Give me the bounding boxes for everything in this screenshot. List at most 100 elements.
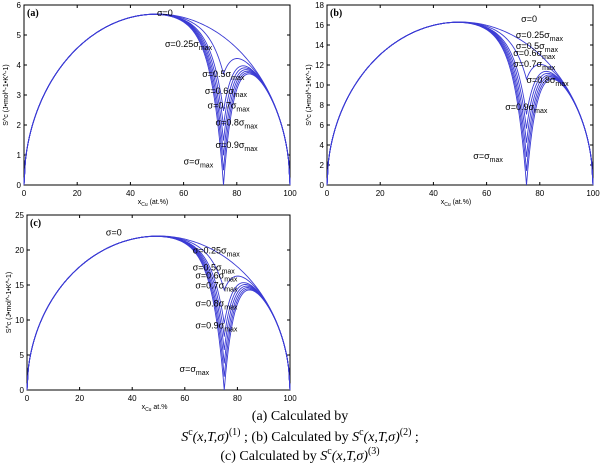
series-line bbox=[23, 13, 291, 186]
y-tick-label: 2 bbox=[320, 161, 325, 170]
series-line bbox=[26, 235, 291, 391]
caption-math-3: Sc(x,T,σ)(3) bbox=[320, 446, 380, 464]
curve-annotation: σ=0.6σmax bbox=[205, 86, 248, 99]
curve-annotation: σ=0.5σmax bbox=[516, 41, 559, 54]
panel-label: (a) bbox=[27, 8, 39, 19]
caption-b-label: (b) Calculated by bbox=[251, 430, 349, 445]
x-tick-label: 80 bbox=[232, 189, 241, 198]
series-line bbox=[23, 13, 291, 186]
y-tick-label: 0 bbox=[320, 181, 325, 190]
curve-annotation: σ=0.9σmax bbox=[216, 140, 259, 153]
series-line bbox=[23, 13, 291, 186]
x-tick-label: 20 bbox=[73, 189, 82, 198]
x-tick-label: 60 bbox=[180, 394, 189, 403]
series-line bbox=[23, 13, 291, 186]
panel-label: (b) bbox=[330, 8, 342, 19]
panel-a: 0 20 40 60 80 100 0 1 2 3 4 5 6 (a) xCu (at.%) S^c (J•m… bbox=[3, 1, 297, 208]
series-line bbox=[26, 235, 291, 391]
y-tick-label: 8 bbox=[320, 101, 325, 110]
plot-frame bbox=[26, 214, 291, 391]
curve-annotation: σ=0.8σmax bbox=[527, 75, 570, 88]
y-tick-label: 5 bbox=[17, 31, 22, 40]
plot-frame bbox=[23, 4, 291, 186]
caption-math-2: Sc(x,T,σ)(2) bbox=[352, 427, 412, 445]
y-tick-label: 15 bbox=[15, 281, 24, 290]
series-line bbox=[23, 13, 291, 186]
curve-annotation: σ=0 bbox=[157, 8, 173, 18]
curve-annotation: σ=0 bbox=[521, 14, 537, 24]
y-tick-label: 1 bbox=[17, 151, 22, 160]
series-line bbox=[26, 235, 291, 391]
caption-line-2: Sc(x,T,σ)(1) ; (b) Calculated by Sc(x,T,… bbox=[0, 427, 600, 446]
series-line bbox=[26, 235, 291, 391]
panel-label: (c) bbox=[30, 218, 41, 229]
x-tick-label: 20 bbox=[75, 394, 84, 403]
curve-annotation: σ=0.6σmax bbox=[513, 48, 556, 61]
curve-annotation: σ=0.7σmax bbox=[208, 101, 251, 114]
curve-annotation: σ=0.25σmax bbox=[516, 30, 564, 43]
caption-math-1: Sc(x,T,σ)(1) bbox=[181, 427, 241, 445]
curve-annotation: σ=σmax bbox=[473, 151, 503, 164]
curve-annotation: σ=0.5σmax bbox=[193, 262, 236, 275]
y-tick-label: 3 bbox=[17, 91, 22, 100]
curve-annotation: σ=0.7σmax bbox=[195, 281, 238, 294]
x-axis-label: xCu (at.%) bbox=[441, 199, 472, 208]
x-tick-label: 100 bbox=[283, 394, 297, 403]
curve-annotation: σ=0 bbox=[106, 227, 122, 237]
x-tick-label: 80 bbox=[233, 394, 242, 403]
x-tick-label: 40 bbox=[126, 189, 135, 198]
x-axis-label: xCu at.% bbox=[142, 404, 168, 413]
series-line bbox=[23, 13, 291, 186]
curve-annotation: σ=σmax bbox=[180, 364, 210, 377]
caption-line-1: (a) Calculated by bbox=[0, 409, 600, 425]
y-tick-label: 18 bbox=[315, 1, 324, 10]
series-line bbox=[26, 235, 291, 391]
caption-c-label: (c) Calculated by bbox=[220, 449, 317, 464]
caption-sep-1: ; bbox=[244, 430, 248, 445]
y-tick-label: 12 bbox=[315, 61, 324, 70]
x-tick-label: 40 bbox=[429, 189, 438, 198]
caption-sep-2: ; bbox=[414, 430, 419, 445]
series-line bbox=[26, 235, 291, 391]
y-tick-label: 6 bbox=[17, 1, 22, 10]
curve-annotation: σ=0.8σmax bbox=[216, 118, 259, 131]
x-axis-label: xCu (at.%) bbox=[138, 199, 169, 208]
x-tick-label: 100 bbox=[586, 189, 600, 198]
curve-annotation: σ=σmax bbox=[184, 157, 214, 170]
curve-annotation: σ=0.8σmax bbox=[195, 299, 238, 312]
curve-annotation: σ=0.7σmax bbox=[513, 59, 556, 72]
y-tick-label: 4 bbox=[17, 61, 22, 70]
y-tick-label: 5 bbox=[20, 351, 25, 360]
curve-annotation: σ=0.5σmax bbox=[202, 69, 245, 82]
y-axis-label: S^c (J•mol^-1•K^-1) bbox=[306, 64, 313, 125]
series-line bbox=[326, 21, 594, 186]
y-tick-label: 0 bbox=[20, 386, 25, 395]
series-line bbox=[26, 235, 291, 391]
curve-annotation: σ=0.25σmax bbox=[165, 39, 213, 52]
x-tick-label: 0 bbox=[25, 394, 30, 403]
curve-annotation: σ=0.6σmax bbox=[195, 271, 238, 284]
x-tick-label: 0 bbox=[22, 189, 27, 198]
curve-annotation: σ=0.9σmax bbox=[195, 320, 238, 333]
x-tick-label: 80 bbox=[535, 189, 544, 198]
series-line bbox=[23, 13, 291, 186]
series-line bbox=[23, 13, 291, 186]
x-tick-label: 20 bbox=[376, 189, 385, 198]
y-tick-label: 14 bbox=[315, 41, 324, 50]
y-tick-label: 6 bbox=[320, 121, 325, 130]
x-tick-label: 60 bbox=[482, 189, 491, 198]
y-tick-label: 10 bbox=[315, 81, 324, 90]
y-tick-label: 0 bbox=[17, 181, 22, 190]
y-axis-label: S^c (J•mol^-1•K^-1) bbox=[6, 272, 13, 333]
y-tick-label: 2 bbox=[17, 121, 22, 130]
x-tick-label: 0 bbox=[325, 189, 330, 198]
panel-b: 0 20 40 60 80 100 0 2 4 6 8 10 12 14 16 18 (b) xCu (at.%)… bbox=[306, 1, 600, 208]
series-line bbox=[26, 235, 291, 391]
caption-line-3: (c) Calculated by Sc(x,T,σ)(3) bbox=[0, 446, 600, 465]
y-tick-label: 16 bbox=[315, 21, 324, 30]
y-axis-label: S^c (J•mol^-1•K^-1) bbox=[3, 64, 10, 125]
y-tick-label: 25 bbox=[15, 211, 24, 220]
x-tick-label: 60 bbox=[179, 189, 188, 198]
panel-c: 0 20 40 60 80 100 0 5 10 15 20 25 (c) xCu at.% S^c (J•… bbox=[6, 211, 297, 413]
